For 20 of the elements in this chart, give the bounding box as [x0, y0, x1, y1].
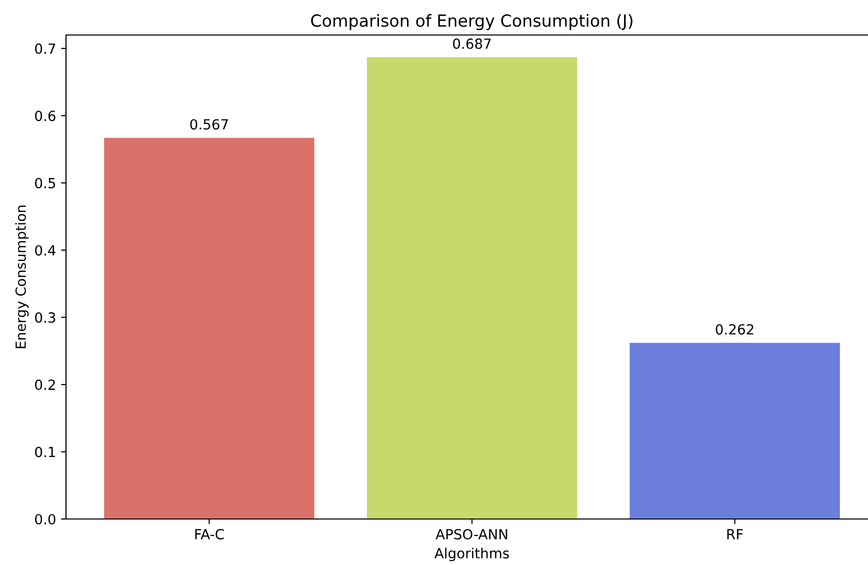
bar	[366, 57, 578, 519]
y-tick-label: 0.5	[35, 178, 56, 188]
data-label: 0.262	[716, 324, 754, 335]
y-tick-label: 0.0	[35, 514, 56, 524]
x-axis-title: Algorithms	[434, 548, 509, 562]
x-tick-label: FA-C	[195, 528, 224, 540]
y-tick-label: 0.2	[35, 380, 55, 390]
y-tick-label: 0.7	[35, 43, 56, 54]
y-tick-label: 0.6	[35, 110, 56, 122]
x-tick-label: RF	[727, 529, 743, 540]
y-axis-title: Energy Consumption	[15, 206, 29, 348]
y-tick-label: 0.4	[35, 245, 56, 256]
bar	[630, 342, 840, 519]
chart-title: Comparison of Energy Consumption (J)	[311, 14, 632, 30]
data-label: 0.687	[453, 38, 491, 49]
y-tick-label: 0.3	[35, 312, 56, 323]
data-label: 0.567	[190, 119, 228, 130]
bar	[104, 138, 314, 519]
x-tick-label: APSO-ANN	[436, 528, 508, 540]
y-tick-label: 0.1	[35, 446, 55, 458]
